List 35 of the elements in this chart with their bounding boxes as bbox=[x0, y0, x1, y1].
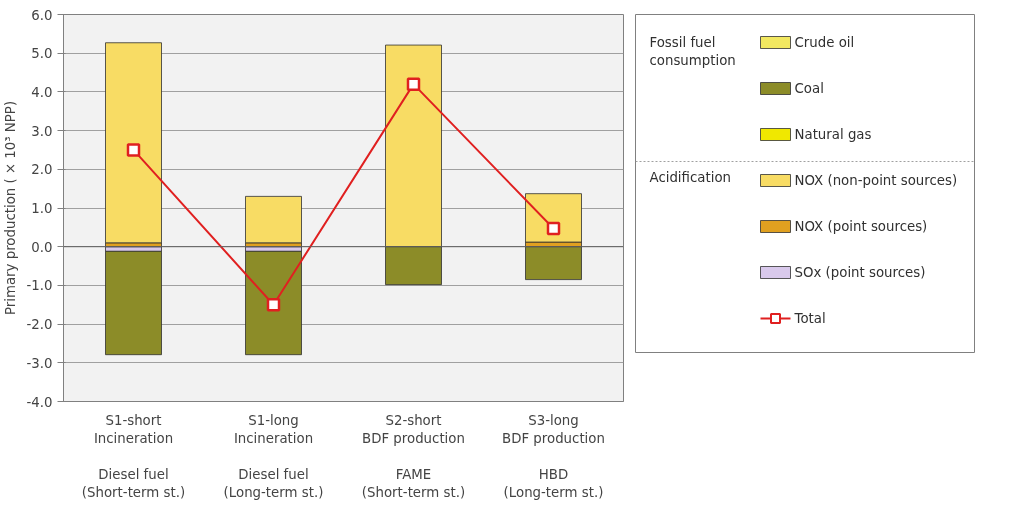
y-tick-label: 2.0 bbox=[31, 162, 53, 178]
y-tick-label: 1.0 bbox=[31, 201, 53, 216]
y-tick-label: -4.0 bbox=[26, 394, 53, 410]
bar bbox=[105, 250, 162, 356]
bar bbox=[525, 246, 582, 280]
legend-label: Total bbox=[793, 311, 826, 326]
y-tick-label: -1.0 bbox=[26, 278, 53, 294]
legend-label: Coal bbox=[794, 81, 824, 96]
category-label: S3-long BDF production HBD (Long-term st.) bbox=[502, 412, 605, 500]
legend-label: Crude oil bbox=[794, 35, 855, 50]
y-axis-title: Primary production ( × 10³ NPP) bbox=[3, 100, 19, 316]
category-label: S1-long Incineration Diesel fuel (Long-term st.) bbox=[223, 412, 324, 500]
y-tick-label: -2.0 bbox=[26, 317, 53, 333]
y-tick-label: 3.0 bbox=[31, 123, 53, 139]
legend-label: NOX (non-point sources) bbox=[794, 173, 958, 188]
category-label: S1-short Incineration Diesel fuel (Short-term st.) bbox=[81, 412, 186, 500]
point bbox=[266, 298, 281, 312]
text: Acidification bbox=[649, 169, 731, 185]
bar bbox=[245, 195, 302, 244]
bar bbox=[245, 250, 302, 356]
y-tick-label: -3.0 bbox=[26, 355, 53, 371]
point bbox=[406, 77, 421, 91]
legend-label: NOX (point sources) bbox=[794, 219, 928, 234]
text: Fossil fuel consumption bbox=[649, 34, 736, 68]
bar bbox=[525, 193, 582, 243]
category-label: S2-short BDF production FAME (Short-term st.) bbox=[361, 412, 466, 500]
point bbox=[126, 143, 141, 157]
legend-label: SOx (point sources) bbox=[794, 265, 926, 280]
legend-label: Natural gas bbox=[794, 127, 872, 142]
y-tick-label: 0.0 bbox=[31, 239, 53, 255]
bar bbox=[105, 42, 162, 244]
y-tick-label: 6.0 bbox=[31, 7, 53, 23]
y-tick-label: 5.0 bbox=[31, 46, 53, 62]
point bbox=[546, 221, 561, 236]
y-tick-label: 4.0 bbox=[31, 84, 53, 100]
